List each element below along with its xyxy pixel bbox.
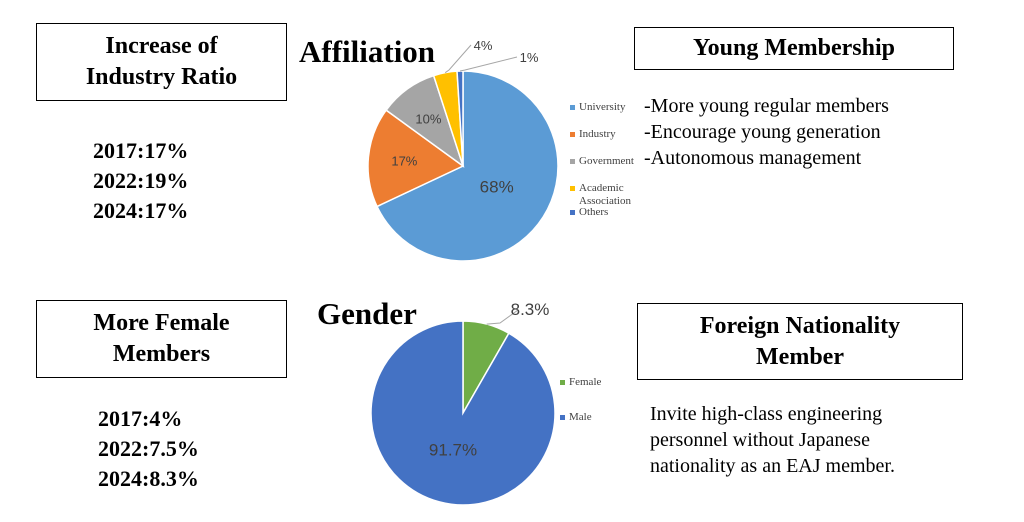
legend-label: Male — [569, 411, 592, 423]
legend-item-industry: Industry — [570, 128, 616, 141]
legend-swatch — [560, 379, 565, 385]
young-point-3: -Autonomous management — [644, 147, 862, 169]
data-label-industry: 17% — [391, 153, 417, 168]
legend-item-others: Others — [570, 206, 608, 219]
data-label-academic-association: 4% — [474, 38, 493, 53]
legend-swatch — [560, 414, 565, 420]
legend-item-university: University — [570, 101, 625, 114]
legend-swatch — [570, 131, 575, 137]
legend-label: Industry — [579, 128, 616, 140]
data-label-female: 8.3% — [511, 300, 550, 319]
affiliation-chart-title: Affiliation — [299, 34, 436, 69]
industry-ratio-stats: 2017:17% 2022:19% 2024:17% — [93, 136, 188, 226]
leader-line-female — [486, 309, 519, 325]
legend-swatch — [570, 186, 575, 191]
foreign-text-2: personnel without Japanese — [650, 429, 870, 451]
legend-item-female: Female — [560, 376, 601, 389]
industry-ratio-title: Increase of Industry Ratio — [36, 23, 287, 101]
legend-item-male: Male — [560, 411, 592, 424]
foreign-text-1: Invite high-class engineering — [650, 403, 883, 425]
legend-label: Female — [569, 376, 602, 388]
gender-chart-title: Gender — [317, 296, 417, 331]
leader-line-academic-association — [444, 44, 472, 74]
foreign-nationality-title: Foreign Nationality Member — [637, 303, 963, 380]
legend-swatch — [570, 209, 575, 215]
affiliation-legend: University Industry Government Academic Ass… — [570, 95, 650, 225]
legend-label: Government — [579, 155, 634, 167]
legend-swatch — [570, 104, 575, 110]
pie-slice-male — [370, 320, 556, 506]
foreign-text-3: nationality as an EAJ member. — [650, 455, 895, 477]
pie-slice-university — [376, 70, 559, 262]
legend-label: Academic Association — [579, 182, 631, 207]
leader-line-others — [459, 56, 518, 72]
female-members-stats: 2017:4% 2022:7.5% 2024:8.3% — [98, 404, 199, 494]
female-stat-2024: 2024:8.3% — [98, 466, 199, 491]
young-membership-points: -More young regular members -Encourage y… — [644, 93, 889, 171]
industry-stat-2017: 2017:17% — [93, 138, 189, 163]
legend-item-government: Government — [570, 155, 634, 168]
young-point-2: -Encourage young generation — [644, 121, 881, 143]
young-membership-title: Young Membership — [634, 27, 954, 70]
data-label-male: 91.7% — [429, 440, 477, 459]
legend-label: University — [579, 101, 626, 113]
female-stat-2017: 2017:4% — [98, 406, 183, 431]
data-label-university: 68% — [480, 177, 514, 196]
legend-swatch — [570, 158, 575, 164]
foreign-nationality-text: Invite high-class engineering personnel … — [650, 401, 895, 479]
industry-stat-2022: 2022:19% — [93, 168, 189, 193]
industry-stat-2024: 2024:17% — [93, 198, 189, 223]
gender-legend: Female Male — [560, 370, 630, 430]
data-label-government: 10% — [415, 111, 441, 126]
pie-slice-industry — [367, 109, 465, 208]
data-label-others: 1% — [520, 50, 539, 65]
young-point-1: -More young regular members — [644, 95, 889, 117]
female-stat-2022: 2022:7.5% — [98, 436, 199, 461]
legend-label: Others — [579, 206, 609, 218]
female-members-title: More Female Members — [36, 300, 287, 378]
legend-item-academic-association: Academic Association — [570, 182, 643, 208]
